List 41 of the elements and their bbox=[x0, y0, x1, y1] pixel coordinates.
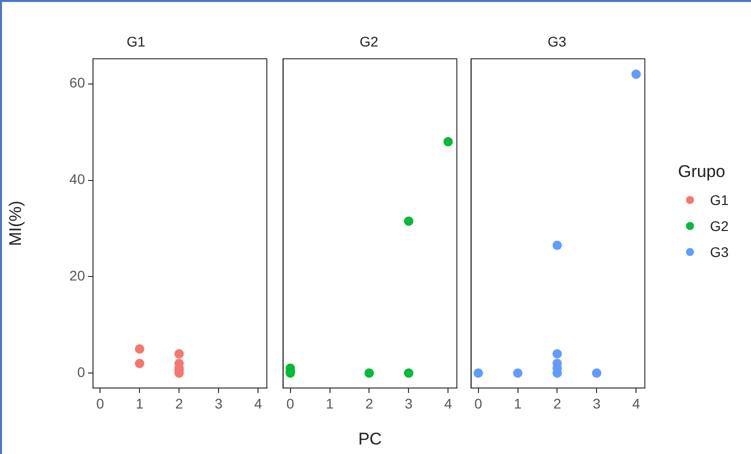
legend-label: G1 bbox=[710, 192, 729, 208]
chart-title: G2 bbox=[360, 33, 379, 50]
legend-label: G3 bbox=[710, 244, 729, 260]
chart-title: G1 bbox=[126, 33, 146, 50]
x-tick-label: 1 bbox=[514, 395, 522, 412]
y-axis-title: MI(%) bbox=[6, 200, 25, 246]
x-tick-label: 4 bbox=[254, 395, 262, 412]
legend-label: G2 bbox=[710, 218, 729, 234]
x-tick-label: 3 bbox=[214, 395, 223, 412]
point bbox=[404, 368, 414, 378]
point bbox=[364, 368, 374, 378]
point bbox=[134, 358, 144, 368]
x-tick-label: 3 bbox=[404, 395, 413, 412]
point bbox=[134, 344, 144, 354]
point bbox=[174, 349, 184, 358]
point bbox=[552, 240, 562, 250]
point bbox=[474, 368, 483, 378]
point bbox=[404, 216, 414, 226]
chart-title: G3 bbox=[548, 33, 567, 50]
x-tick-label: 2 bbox=[175, 395, 184, 412]
x-axis-title: PC bbox=[358, 429, 382, 448]
x-tick-label: 3 bbox=[592, 395, 601, 412]
x-tick-label: 0 bbox=[96, 395, 104, 412]
x-tick-label: 2 bbox=[553, 395, 562, 412]
y-tick-label: 60 bbox=[69, 74, 86, 91]
y-tick-label: 0 bbox=[77, 364, 86, 380]
x-tick-label: 1 bbox=[326, 395, 334, 412]
x-tick-label: 2 bbox=[365, 395, 374, 412]
point bbox=[631, 70, 641, 79]
legend-title: Grupo bbox=[678, 162, 726, 182]
x-tick-label: 1 bbox=[136, 395, 144, 412]
x-tick-label: 4 bbox=[444, 395, 452, 412]
y-tick-label: 40 bbox=[69, 171, 86, 188]
x-tick-label: 0 bbox=[474, 395, 482, 412]
point bbox=[513, 368, 522, 378]
y-tick-label: 20 bbox=[69, 268, 86, 284]
point bbox=[592, 368, 602, 378]
point bbox=[552, 349, 562, 358]
point bbox=[443, 137, 453, 146]
x-tick-label: 0 bbox=[286, 395, 294, 412]
x-tick-label: 4 bbox=[632, 395, 640, 412]
